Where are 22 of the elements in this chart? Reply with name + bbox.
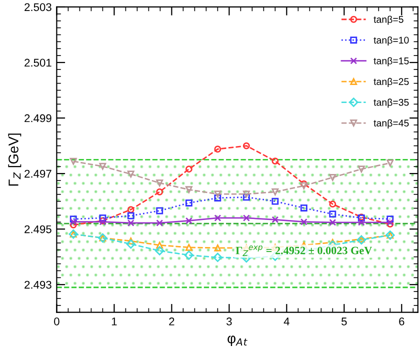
y-tick-label: 2.493	[24, 280, 52, 289]
y-tick-label: 2.503	[24, 3, 52, 12]
y-tick-label: 2.495	[24, 225, 52, 234]
x-tick-label: 0	[54, 318, 60, 326]
x-tick-label: 2	[169, 318, 174, 326]
x-tick-label: 1	[112, 318, 117, 326]
legend-label: tanβ=15	[374, 57, 409, 66]
legend-label: tanβ=45	[374, 119, 409, 128]
legend-label: tanβ=10	[374, 36, 409, 46]
legend-label: tanβ=5	[374, 16, 404, 25]
x-tick-label: 3	[226, 318, 232, 326]
x-tick-label: 4	[284, 318, 290, 326]
y-tick-label: 2.501	[24, 58, 52, 67]
y-tick-label: 2.499	[24, 114, 52, 122]
annotation: Γ$_{Z}$$^{exp}$ = 2.4952 ± 0.0023 GeV	[236, 246, 372, 256]
legend-label: tanβ=25	[374, 78, 409, 87]
x-axis-title: φ$_{At}$	[228, 336, 248, 346]
x-tick-label: 6	[399, 318, 404, 326]
y-tick-label: 2.497	[24, 170, 52, 178]
y-axis-title: Γ$_{Z}$ [GeV]	[8, 134, 22, 186]
legend-label: tanβ=35	[374, 98, 409, 108]
x-tick-label: 5	[341, 318, 347, 326]
